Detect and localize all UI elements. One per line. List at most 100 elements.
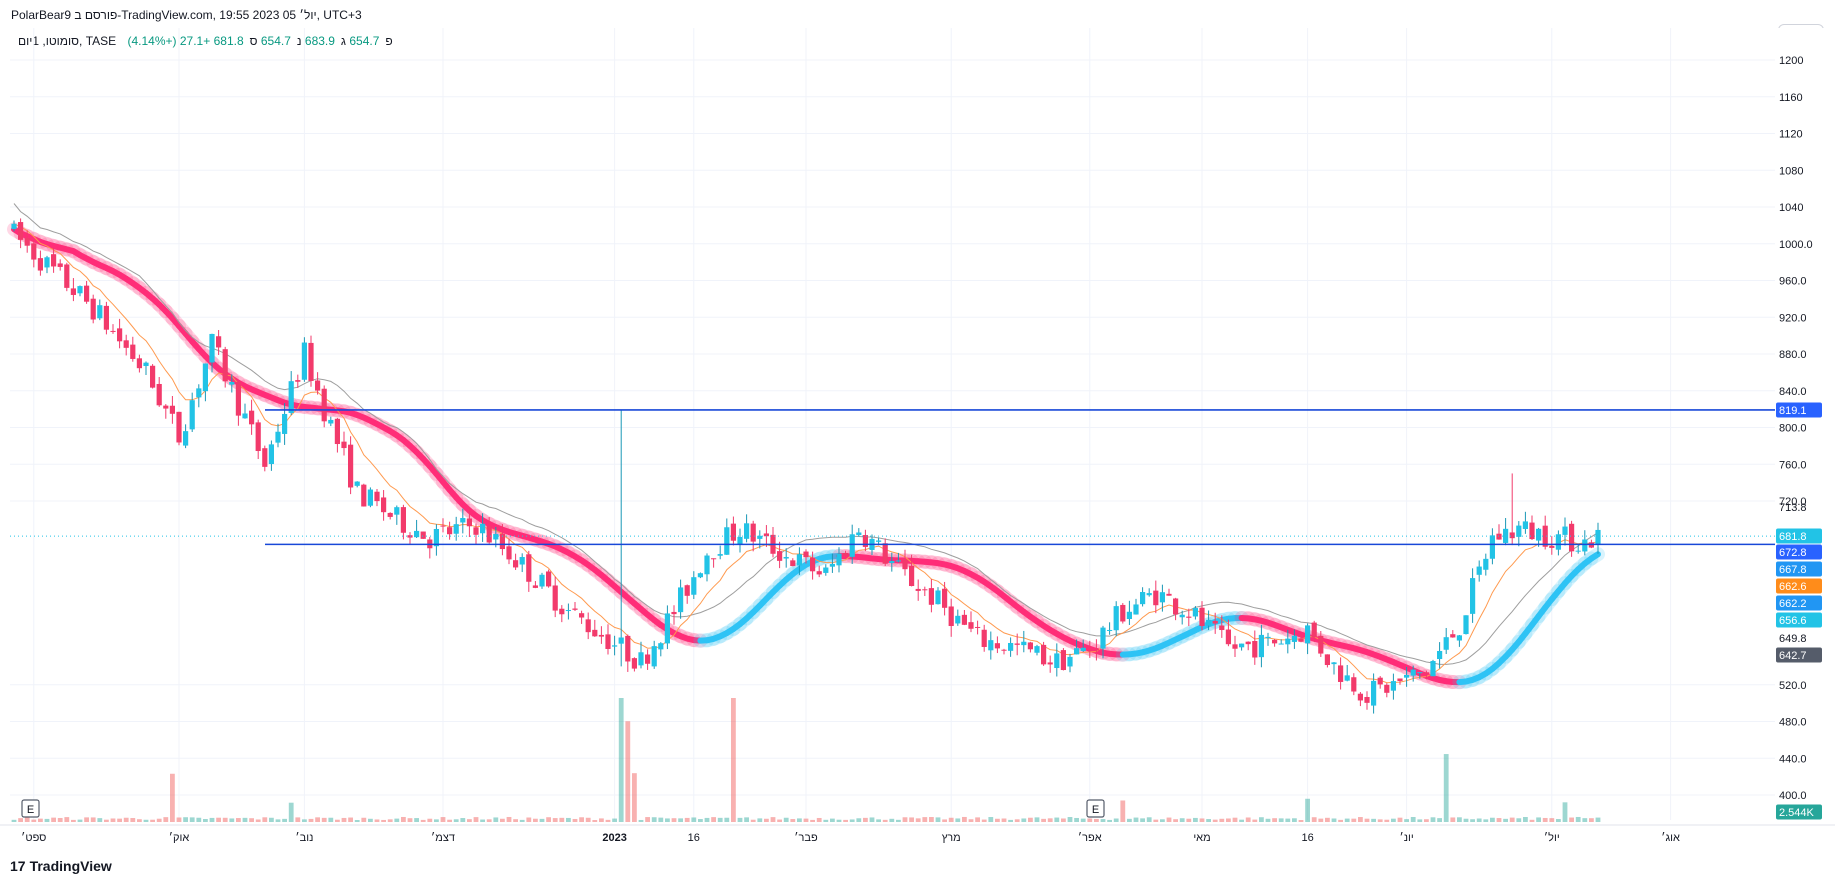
candle-body [539, 574, 545, 587]
candle-body [935, 590, 941, 605]
candle-body [915, 588, 921, 591]
candle-body [1245, 641, 1251, 645]
candle-body [381, 497, 387, 513]
candles [11, 218, 1601, 714]
volume-bar [1008, 819, 1013, 822]
price-tag-label: 649.8 [1779, 633, 1807, 645]
volume-bars [11, 698, 1601, 822]
volume-bar [262, 817, 268, 822]
volume-bar [750, 819, 756, 822]
volume-bar [1080, 818, 1086, 822]
candle-body [400, 507, 406, 533]
volume-bar [348, 817, 353, 822]
volume-bar [731, 698, 736, 822]
candle-body [1219, 625, 1225, 631]
volume-bar [467, 819, 472, 822]
candle-body [1291, 635, 1297, 642]
volume-bar [1047, 818, 1053, 822]
volume-bar [618, 698, 624, 822]
candle-body [44, 257, 50, 268]
candle-body [612, 645, 618, 647]
volume-bar [790, 819, 796, 822]
volume-bar [876, 819, 881, 822]
candle-body [24, 237, 30, 246]
volume-bar [1536, 817, 1541, 822]
volume-bar [24, 817, 30, 822]
volume-bar [1582, 818, 1588, 822]
volume-bar [658, 817, 664, 822]
volume-bar [1457, 817, 1462, 822]
volume-bar [480, 819, 485, 822]
candle-body [1179, 614, 1185, 618]
candle-body [697, 573, 703, 578]
symbol-label[interactable]: סומוטו, 1יום, TASE [18, 34, 117, 48]
volume-bar [1470, 819, 1475, 822]
volume-bar [1094, 818, 1099, 822]
price-tag-box [1776, 578, 1822, 594]
volume-bar [77, 819, 83, 822]
candle-body [1311, 622, 1317, 638]
candle-body [268, 444, 274, 465]
volume-bar [1160, 819, 1165, 822]
candle-body [909, 565, 915, 587]
candle-body [321, 388, 327, 422]
candle-body [1008, 642, 1014, 651]
candle-body [631, 658, 637, 669]
volume-bar [1562, 802, 1568, 822]
candle-body [1265, 636, 1271, 639]
close-label: ס [249, 34, 258, 48]
volume-bar [665, 818, 670, 822]
volume-bar [176, 817, 182, 822]
volume-bar [282, 818, 287, 822]
earnings-marker: E [21, 799, 40, 818]
volume-bar [922, 817, 928, 822]
candle-body [803, 551, 809, 558]
candle-body [249, 410, 255, 425]
candle-body [843, 553, 849, 556]
volume-bar [249, 818, 254, 822]
volume-bar [302, 819, 307, 822]
volume-bar [836, 819, 842, 822]
volume-bar [394, 818, 400, 822]
volume-bar [354, 820, 360, 822]
price-tag-box [1776, 402, 1822, 418]
volume-bar [929, 817, 934, 822]
volume-bar [1424, 819, 1429, 822]
candle-body [493, 533, 499, 540]
volume-bar [236, 818, 241, 822]
price-tag-label: 672.8 [1779, 547, 1807, 559]
candle-body [1562, 526, 1568, 535]
price-tag-label: 662.2 [1779, 598, 1807, 610]
candle-body [348, 444, 354, 488]
volume-bar [1371, 818, 1376, 822]
candle-body [975, 626, 981, 628]
volume-bar [1166, 817, 1172, 822]
candle-body [150, 365, 156, 388]
volume-bar [143, 819, 149, 822]
volume-bar [275, 819, 281, 822]
candle-body [90, 298, 96, 320]
volume-bar [97, 818, 103, 822]
candle-body [790, 560, 796, 567]
volume-bar [678, 818, 683, 822]
volume-bar [1140, 818, 1145, 822]
high-label: ג [340, 34, 346, 48]
tradingview-logo[interactable]: 17 TradingView [10, 858, 112, 874]
candle-body [519, 557, 525, 565]
candle-body [1318, 635, 1324, 654]
volume-bar [1014, 819, 1020, 822]
candle-body [202, 363, 208, 392]
volume-bar [500, 818, 505, 822]
high-value: 683.9 [304, 34, 335, 48]
candle-body [57, 263, 63, 267]
volume-bar [1186, 818, 1192, 822]
candle-body [889, 561, 895, 563]
volume-bar [592, 820, 598, 822]
volume-bar [645, 817, 650, 822]
volume-bar [1252, 819, 1258, 822]
volume-bar [64, 817, 70, 822]
volume-bar [110, 818, 116, 822]
candle-body [1041, 644, 1047, 665]
